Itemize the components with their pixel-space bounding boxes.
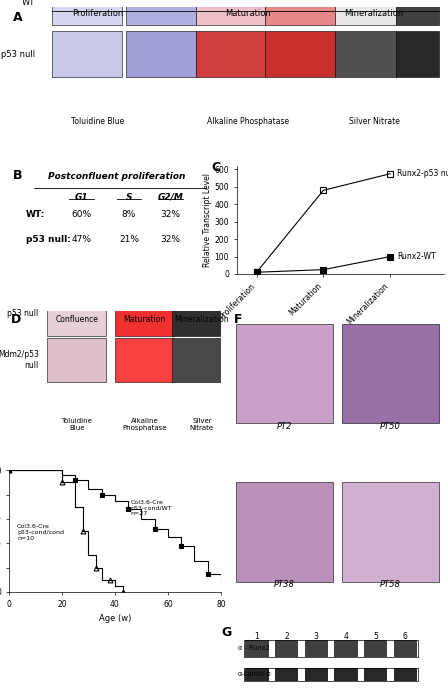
- Text: PT38: PT38: [274, 581, 295, 590]
- Text: Toluidine Blue: Toluidine Blue: [71, 117, 125, 126]
- Text: 32%: 32%: [160, 235, 181, 244]
- FancyBboxPatch shape: [275, 668, 298, 681]
- Text: 2: 2: [284, 632, 289, 641]
- FancyBboxPatch shape: [246, 640, 269, 657]
- Text: D: D: [11, 312, 22, 325]
- Text: Confluence: Confluence: [56, 314, 98, 323]
- Text: Mineralization: Mineralization: [175, 314, 229, 323]
- Text: p53 null:: p53 null:: [26, 235, 70, 244]
- Text: 47%: 47%: [71, 235, 91, 244]
- FancyBboxPatch shape: [126, 0, 196, 25]
- Text: Proliferation: Proliferation: [73, 9, 124, 18]
- X-axis label: Age (w): Age (w): [99, 614, 131, 623]
- Text: Maturation: Maturation: [124, 314, 166, 323]
- FancyBboxPatch shape: [265, 0, 335, 25]
- Y-axis label: Relative Transcript Level: Relative Transcript Level: [202, 173, 211, 267]
- Text: 21%: 21%: [119, 235, 139, 244]
- Text: Maturation: Maturation: [225, 9, 271, 18]
- FancyBboxPatch shape: [305, 640, 328, 657]
- Text: WT: WT: [22, 0, 35, 6]
- Text: 4: 4: [344, 632, 349, 641]
- FancyBboxPatch shape: [126, 31, 196, 77]
- Text: 3: 3: [314, 632, 319, 641]
- FancyBboxPatch shape: [364, 640, 388, 657]
- Text: A: A: [13, 10, 23, 24]
- FancyBboxPatch shape: [52, 31, 122, 77]
- FancyBboxPatch shape: [172, 292, 232, 336]
- Text: B: B: [13, 169, 22, 182]
- Text: Col3.6-Cre
p53-cond/cond
n=10: Col3.6-Cre p53-cond/cond n=10: [17, 524, 64, 541]
- FancyBboxPatch shape: [115, 338, 174, 382]
- FancyBboxPatch shape: [47, 338, 107, 382]
- Text: PT50: PT50: [380, 422, 401, 431]
- FancyBboxPatch shape: [52, 0, 122, 25]
- FancyBboxPatch shape: [265, 31, 335, 77]
- Text: Runx2-p53 null: Runx2-p53 null: [397, 169, 448, 178]
- Text: F: F: [234, 312, 242, 325]
- FancyBboxPatch shape: [396, 0, 439, 25]
- Text: Silver Nitrate: Silver Nitrate: [349, 117, 400, 126]
- FancyBboxPatch shape: [246, 668, 269, 681]
- Text: 60%: 60%: [71, 210, 91, 219]
- Text: Mdm2/p53
null: Mdm2/p53 null: [0, 351, 39, 369]
- Text: C: C: [212, 160, 221, 174]
- FancyBboxPatch shape: [364, 668, 388, 681]
- FancyBboxPatch shape: [394, 668, 417, 681]
- Text: 5: 5: [373, 632, 378, 641]
- FancyBboxPatch shape: [196, 31, 265, 77]
- Text: 32%: 32%: [160, 210, 181, 219]
- FancyBboxPatch shape: [394, 640, 417, 657]
- FancyBboxPatch shape: [115, 292, 174, 336]
- Text: α - Runx2: α - Runx2: [238, 645, 270, 651]
- Text: Alkaline
Phosphatase: Alkaline Phosphatase: [122, 418, 167, 431]
- FancyBboxPatch shape: [334, 640, 358, 657]
- Text: Col3.6-Cre
p53-cond/WT
n=27: Col3.6-Cre p53-cond/WT n=27: [131, 500, 172, 516]
- Text: G2/M: G2/M: [157, 193, 183, 202]
- Text: G: G: [221, 626, 231, 639]
- FancyBboxPatch shape: [334, 668, 358, 681]
- FancyBboxPatch shape: [335, 0, 396, 25]
- Text: PT58: PT58: [380, 581, 401, 590]
- Text: Postconfluent proliferation: Postconfluent proliferation: [48, 172, 185, 181]
- Text: Mineralization: Mineralization: [345, 9, 404, 18]
- Text: 1: 1: [254, 632, 259, 641]
- FancyBboxPatch shape: [342, 323, 439, 423]
- FancyBboxPatch shape: [196, 0, 265, 25]
- Text: 8%: 8%: [122, 210, 136, 219]
- Text: Runx2-WT: Runx2-WT: [397, 252, 435, 261]
- Text: WT:: WT:: [26, 210, 45, 219]
- Text: G1: G1: [74, 193, 88, 202]
- FancyBboxPatch shape: [236, 482, 333, 582]
- Text: Silver
Nitrate: Silver Nitrate: [190, 418, 214, 431]
- Text: 6: 6: [403, 632, 408, 641]
- FancyBboxPatch shape: [172, 338, 232, 382]
- FancyBboxPatch shape: [342, 482, 439, 582]
- Text: α-Lamin-b: α-Lamin-b: [238, 671, 271, 677]
- Text: p53 null: p53 null: [7, 309, 39, 319]
- Text: Alkaline Phosphatase: Alkaline Phosphatase: [207, 117, 289, 126]
- FancyBboxPatch shape: [305, 668, 328, 681]
- FancyBboxPatch shape: [275, 640, 298, 657]
- FancyBboxPatch shape: [396, 31, 439, 77]
- Text: PT2: PT2: [277, 422, 292, 431]
- Text: p53 null: p53 null: [1, 50, 35, 59]
- Text: S: S: [126, 193, 132, 202]
- FancyBboxPatch shape: [335, 31, 396, 77]
- FancyBboxPatch shape: [47, 292, 107, 336]
- Text: Toluidine
Blue: Toluidine Blue: [61, 418, 92, 431]
- FancyBboxPatch shape: [236, 323, 333, 423]
